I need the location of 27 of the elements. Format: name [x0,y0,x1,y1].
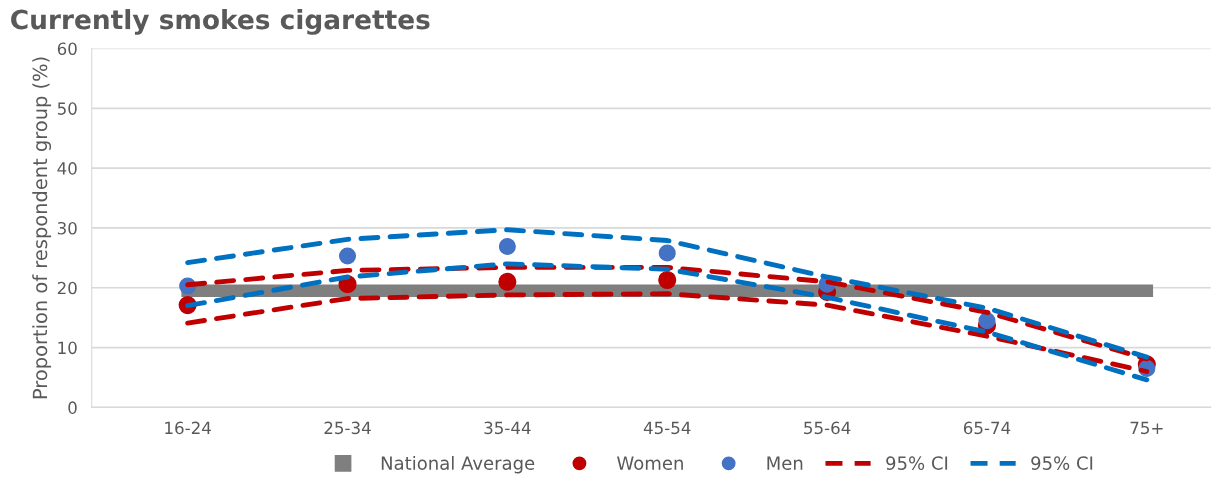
point [338,247,357,265]
x-tick-label: 65-74 [963,421,1011,435]
legend-label: Men [767,456,803,470]
legend-label: 95% CI [1031,456,1093,470]
y-tick-label: 20 [57,281,77,295]
y-tick-label: 0 [68,401,77,414]
y-tick-label: 60 [57,42,77,56]
y-tick-label: 30 [57,221,77,235]
point [658,244,676,262]
x-tick-label: 35-44 [484,421,531,435]
point [978,312,996,330]
chart-title: Currently smokes cigarettes [11,9,430,35]
legend-label: Women [617,456,683,470]
y-tick-label: 40 [57,162,77,175]
x-tick-label: 55-64 [804,421,851,435]
x-tick-label: 16-24 [165,421,211,435]
y-tick-label: 50 [57,102,77,115]
point [498,272,517,291]
x-tick-label: 75+ [1130,421,1163,435]
legend-label: 95% CI [886,456,948,470]
point [658,270,677,290]
y-tick-label: 10 [58,341,77,355]
point [498,237,516,256]
y-axis-title: Proportion of respondent group (%) [32,57,52,399]
x-tick-label: 45-54 [643,421,691,435]
legend-label: National Average [381,455,535,474]
x-tick-label: 25-34 [324,421,371,435]
